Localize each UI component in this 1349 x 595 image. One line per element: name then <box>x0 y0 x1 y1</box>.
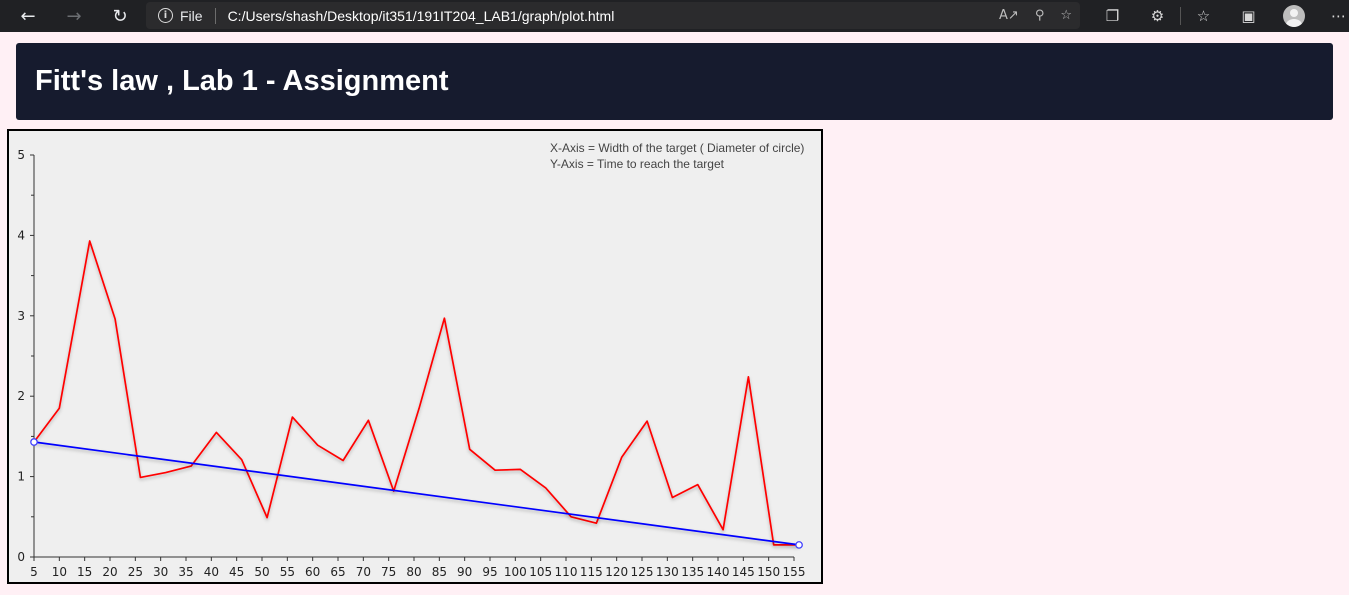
back-icon[interactable]: ← <box>20 5 36 27</box>
page-title: Fitt's law , Lab 1 - Assignment <box>35 65 449 97</box>
favorite-add-icon[interactable]: ☆ <box>1060 8 1072 23</box>
info-icon[interactable]: i <box>158 8 173 23</box>
x-tick-label: 150 <box>757 565 780 579</box>
file-label: File <box>180 7 203 24</box>
x-tick-label: 110 <box>555 565 578 579</box>
series-line-fit <box>33 441 800 546</box>
x-tick-label: 140 <box>707 565 730 579</box>
more-icon[interactable]: ⋯ <box>1331 7 1346 25</box>
x-tick-label: 65 <box>330 565 345 579</box>
favorites-icon[interactable]: ☆ <box>1196 7 1211 25</box>
extensions-icon[interactable]: ⚙ <box>1150 7 1165 25</box>
y-tick-label: 4 <box>17 228 25 242</box>
x-tick-label: 10 <box>52 565 67 579</box>
axis-annotation: Y-Axis = Time to reach the target <box>550 157 725 171</box>
address-separator <box>214 7 216 24</box>
x-tick-label: 130 <box>656 565 679 579</box>
x-tick-label: 85 <box>432 565 447 579</box>
y-tick-label: 2 <box>17 389 25 403</box>
avatar[interactable] <box>1282 5 1305 27</box>
x-tick-label: 20 <box>102 565 117 579</box>
x-tick-label: 100 <box>504 565 527 579</box>
x-tick-label: 30 <box>153 565 168 579</box>
x-tick-label: 135 <box>681 565 704 579</box>
y-tick-label: 1 <box>17 470 25 484</box>
page-header: Fitt's law , Lab 1 - Assignment <box>16 43 1333 120</box>
x-tick-label: 155 <box>783 565 806 579</box>
x-tick-label: 90 <box>457 565 472 579</box>
refresh-icon[interactable]: ↻ <box>112 5 128 27</box>
read-aloud-icon[interactable]: A↗ <box>999 8 1019 23</box>
x-tick-label: 25 <box>128 565 143 579</box>
x-tick-label: 15 <box>77 565 92 579</box>
toolbar-separator <box>1180 7 1181 25</box>
x-tick-label: 75 <box>381 565 396 579</box>
collections-icon[interactable]: ❐ <box>1105 7 1120 25</box>
x-tick-label: 50 <box>254 565 269 579</box>
x-tick-label: 35 <box>178 565 193 579</box>
x-tick-label: 120 <box>605 565 628 579</box>
zoom-icon[interactable]: ⚲ <box>1034 8 1045 23</box>
x-tick-label: 145 <box>732 565 755 579</box>
address-bar[interactable]: i File C:/Users/shash/Desktop/it351/191I… <box>146 2 1080 29</box>
x-tick-label: 125 <box>631 565 654 579</box>
profile-icon[interactable] <box>1271 0 1316 32</box>
x-tick-label: 40 <box>204 565 219 579</box>
chart-container: 0 1 2 3 4 5 5 10 15 20 25 30 35 40 45 50 55 60 65 70 75 80 85 9… <box>7 129 823 584</box>
series-line-data <box>33 240 800 546</box>
tabs-icon[interactable]: ▣ <box>1241 7 1256 25</box>
fit-line-endpoint <box>30 438 38 446</box>
y-tick-label: 3 <box>17 309 25 323</box>
forward-icon[interactable]: → <box>66 5 82 27</box>
x-tick-label: 95 <box>482 565 497 579</box>
url-text[interactable]: C:/Users/shash/Desktop/it351/191IT204_LA… <box>227 7 615 24</box>
x-tick-label: 55 <box>280 565 295 579</box>
x-tick-label: 60 <box>305 565 320 579</box>
y-tick-label: 0 <box>17 550 25 564</box>
axis-annotation: X-Axis = Width of the target ( Diameter … <box>550 141 804 155</box>
y-tick-label: 5 <box>17 148 25 162</box>
fit-line-endpoint <box>795 541 803 549</box>
x-tick-label: 70 <box>356 565 371 579</box>
x-tick-label: 5 <box>30 565 38 579</box>
x-tick-label: 80 <box>406 565 421 579</box>
x-tick-label: 45 <box>229 565 244 579</box>
x-tick-label: 105 <box>529 565 552 579</box>
x-tick-label: 115 <box>580 565 603 579</box>
browser-toolbar: ← → ↻ i File C:/Users/shash/Desktop/it35… <box>0 0 1349 32</box>
